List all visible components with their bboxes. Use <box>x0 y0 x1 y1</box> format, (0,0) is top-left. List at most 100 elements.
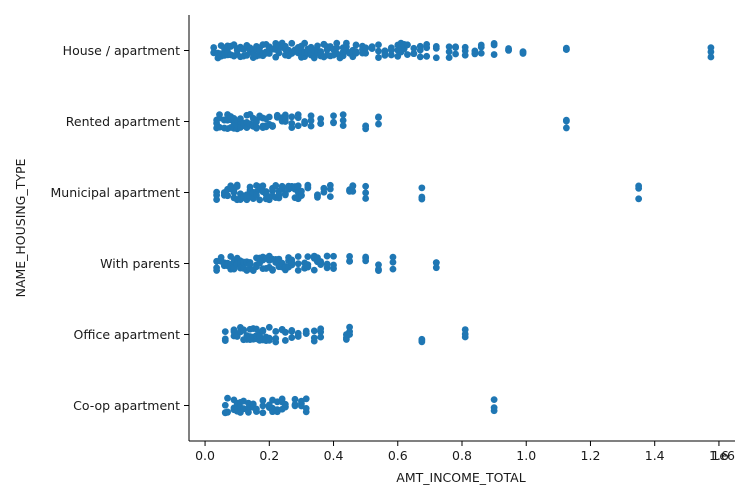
x-tick-label: 0.6 <box>388 448 408 463</box>
data-point <box>519 48 527 56</box>
data-point <box>423 41 431 48</box>
data-point <box>452 50 459 58</box>
data-point <box>233 183 241 190</box>
data-point <box>490 51 498 58</box>
data-point <box>452 44 459 51</box>
data-point <box>281 337 289 344</box>
data-point <box>272 328 280 335</box>
x-axis-scale-note: 1e6 <box>711 448 735 463</box>
data-point <box>259 397 267 404</box>
data-point <box>404 51 411 58</box>
data-point <box>210 44 218 51</box>
data-point <box>288 327 296 335</box>
data-point <box>339 116 347 124</box>
data-point <box>265 336 273 344</box>
data-point <box>288 259 296 267</box>
data-point <box>213 188 221 196</box>
data-point <box>275 191 283 199</box>
data-point <box>221 401 229 409</box>
data-point <box>310 334 318 342</box>
data-point <box>307 122 315 130</box>
data-point <box>304 253 312 261</box>
y-tick-label: With parents <box>100 256 180 271</box>
data-points <box>210 39 715 417</box>
x-tick-label: 1.4 <box>645 448 665 463</box>
x-axis-ticks: 0.0 0.2 0.4 0.6 0.8 1.0 1.2 1.4 1.6 <box>195 441 729 463</box>
data-point <box>216 111 223 119</box>
data-point <box>294 182 302 190</box>
data-point <box>275 49 283 57</box>
x-tick-label: 1.6 <box>709 448 729 463</box>
data-point <box>707 44 715 52</box>
data-point <box>317 261 325 268</box>
data-point <box>418 193 426 201</box>
data-point <box>224 192 231 200</box>
data-point <box>230 265 238 273</box>
x-tick-label: 0.8 <box>452 448 472 463</box>
data-point <box>330 112 337 120</box>
x-tick-label: 1.2 <box>581 448 601 463</box>
data-point <box>635 184 643 192</box>
data-point <box>269 122 276 129</box>
y-tick-label: Office apartment <box>74 327 181 342</box>
data-point <box>505 45 512 52</box>
data-point <box>635 195 643 203</box>
y-tick-label: House / apartment <box>63 43 180 58</box>
data-point <box>410 44 418 52</box>
data-point <box>490 396 498 404</box>
data-point <box>362 49 370 57</box>
data-point <box>265 323 273 331</box>
data-point <box>310 266 318 274</box>
data-point <box>253 191 260 199</box>
data-point <box>562 46 570 53</box>
data-point <box>323 260 331 268</box>
y-tick-label: Co-op apartment <box>73 398 180 413</box>
data-point <box>339 111 347 119</box>
data-point <box>317 115 325 123</box>
data-point <box>304 261 312 269</box>
data-point <box>291 401 299 408</box>
data-point <box>314 42 321 50</box>
data-point <box>310 327 318 335</box>
data-point <box>294 266 302 274</box>
data-point <box>375 47 382 55</box>
data-point <box>387 46 395 54</box>
data-point <box>240 326 248 334</box>
data-point <box>330 118 337 126</box>
data-point <box>410 50 418 57</box>
data-point <box>294 253 302 260</box>
data-point <box>387 51 395 59</box>
data-point <box>288 334 296 342</box>
data-point <box>362 44 370 52</box>
data-point <box>349 188 357 195</box>
data-point <box>445 43 453 51</box>
data-point <box>362 195 370 202</box>
data-point <box>346 331 353 338</box>
data-point <box>307 117 315 124</box>
data-point <box>224 394 231 402</box>
y-axis-ticks: House / apartment Rented apartment Municip… <box>51 43 189 413</box>
data-point <box>432 264 440 272</box>
data-point <box>221 337 229 345</box>
data-point <box>272 181 280 189</box>
data-point <box>445 54 453 62</box>
data-point <box>404 41 411 49</box>
data-point <box>288 113 296 121</box>
data-point <box>461 47 469 55</box>
data-point <box>432 42 440 50</box>
data-point <box>432 54 440 62</box>
data-point <box>362 189 370 197</box>
data-point <box>294 260 302 268</box>
data-point <box>281 115 289 123</box>
data-point <box>291 395 299 403</box>
data-point <box>213 267 221 274</box>
data-point <box>477 49 485 57</box>
data-point <box>294 329 302 337</box>
data-point <box>256 196 264 204</box>
data-point <box>304 184 312 192</box>
data-point <box>221 328 229 335</box>
y-tick-label: Municipal apartment <box>51 185 181 200</box>
data-point <box>253 405 260 413</box>
data-point <box>326 193 334 201</box>
